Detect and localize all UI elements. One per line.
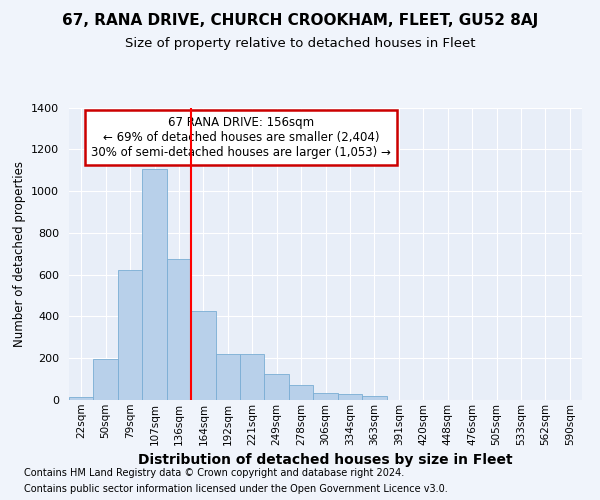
Y-axis label: Number of detached properties: Number of detached properties bbox=[13, 161, 26, 347]
Bar bbox=[142, 169, 167, 400]
Bar bbox=[191, 311, 215, 400]
Bar bbox=[240, 354, 265, 400]
X-axis label: Distribution of detached houses by size in Fleet: Distribution of detached houses by size … bbox=[138, 453, 513, 467]
Bar bbox=[215, 354, 240, 400]
Text: 67 RANA DRIVE: 156sqm
← 69% of detached houses are smaller (2,404)
30% of semi-d: 67 RANA DRIVE: 156sqm ← 69% of detached … bbox=[91, 116, 391, 160]
Bar bbox=[94, 360, 118, 400]
Text: Contains public sector information licensed under the Open Government Licence v3: Contains public sector information licen… bbox=[24, 484, 448, 494]
Bar bbox=[265, 374, 289, 400]
Bar bbox=[167, 259, 191, 400]
Bar bbox=[118, 270, 142, 400]
Text: Contains HM Land Registry data © Crown copyright and database right 2024.: Contains HM Land Registry data © Crown c… bbox=[24, 468, 404, 477]
Bar bbox=[362, 396, 386, 400]
Bar bbox=[289, 386, 313, 400]
Text: Size of property relative to detached houses in Fleet: Size of property relative to detached ho… bbox=[125, 38, 475, 51]
Text: 67, RANA DRIVE, CHURCH CROOKHAM, FLEET, GU52 8AJ: 67, RANA DRIVE, CHURCH CROOKHAM, FLEET, … bbox=[62, 12, 538, 28]
Bar bbox=[313, 392, 338, 400]
Bar bbox=[69, 397, 94, 400]
Bar bbox=[338, 394, 362, 400]
